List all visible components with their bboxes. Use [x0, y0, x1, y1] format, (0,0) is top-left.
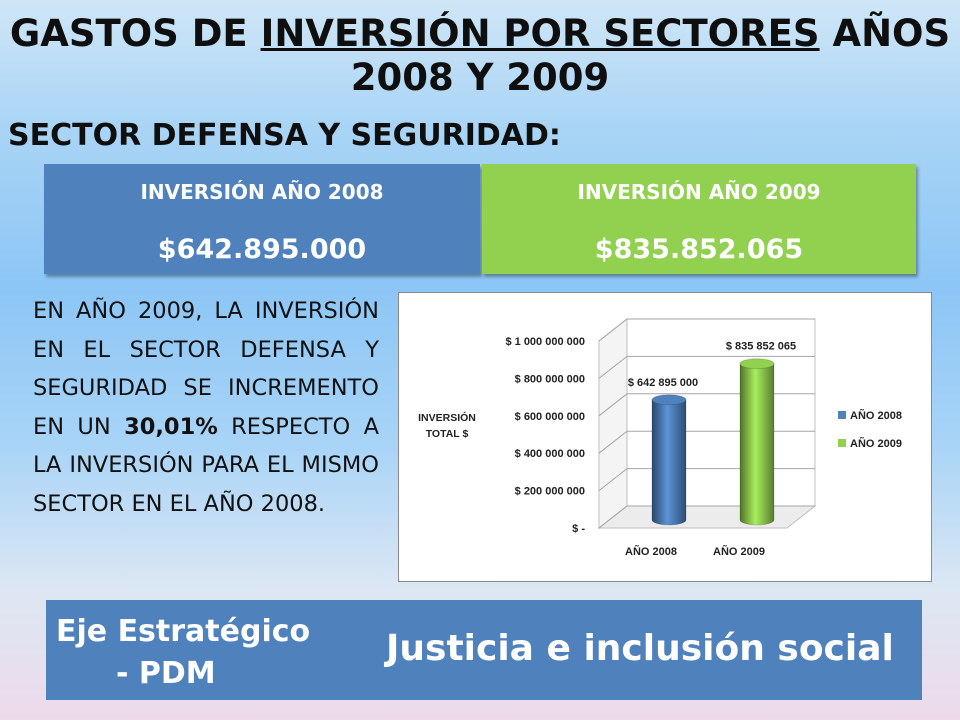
- investment-chart: $ - $ 200 000 000 $ 400 000 000 $ 600 000 0…: [418, 317, 902, 558]
- x-tick-label: AÑO 2009: [713, 545, 765, 558]
- y-tick-label: $ -: [572, 523, 585, 535]
- title-text-2: AÑOS: [819, 12, 951, 55]
- paragraph-text-2: RESPECTO A LA INVERSIÓN PARA EL MISMO SE…: [33, 413, 379, 517]
- paragraph-text-1: EN AÑO 2009, LA INVERSIÓN EN EL SECTOR D…: [33, 298, 379, 440]
- gridline: [598, 355, 815, 379]
- legend-swatch: [838, 411, 846, 419]
- data-label: $ 835 852 065: [726, 341, 796, 353]
- title-text-line2: 2008 Y 2009: [350, 56, 610, 99]
- section-subtitle: SECTOR DEFENSA Y SEGURIDAD:: [8, 118, 561, 153]
- page-title: GASTOS DE INVERSIÓN POR SECTORES AÑOS 20…: [0, 12, 960, 100]
- y-tick-label: $ 800 000 000: [515, 373, 585, 385]
- eje-label-line2: - PDM: [116, 656, 216, 691]
- chart-floor: [597, 505, 817, 529]
- title-text-underlined: INVERSIÓN POR SECTORES: [260, 12, 820, 55]
- y-axis-label-line1: INVERSIÓN: [418, 411, 476, 424]
- description-paragraph: EN AÑO 2009, LA INVERSIÓN EN EL SECTOR D…: [33, 292, 379, 523]
- bar-año-2008: [651, 399, 687, 526]
- investment-box-2009: INVERSIÓN AÑO 2009 $835.852.065: [482, 164, 916, 274]
- investment-value-2009: $835.852.065: [594, 234, 804, 265]
- y-tick-label: $ 1 000 000 000: [505, 336, 585, 348]
- title-text-1: GASTOS DE: [9, 12, 261, 55]
- legend-swatch: [838, 439, 846, 447]
- investment-label-2008: INVERSIÓN AÑO 2008: [140, 180, 384, 204]
- y-tick-label: $ 400 000 000: [515, 448, 585, 460]
- legend-label: AÑO 2009: [850, 437, 902, 450]
- bar-top: [651, 394, 687, 406]
- eje-label-line1: Eje Estratégico: [56, 614, 311, 649]
- y-axis-label-line2: TOTAL $: [426, 428, 469, 440]
- y-tick-label: $ 200 000 000: [515, 486, 585, 498]
- eje-value: Justicia e inclusión social: [386, 628, 894, 669]
- strategic-axis-bar: Eje Estratégico - PDM Justicia e inclusi…: [46, 600, 922, 700]
- gridline: [598, 318, 815, 342]
- legend-label: AÑO 2008: [850, 409, 902, 422]
- data-label: $ 642 895 000: [628, 377, 698, 389]
- bar-año-2009: [739, 363, 775, 526]
- x-tick-label: AÑO 2008: [625, 545, 677, 558]
- investment-box-2008: INVERSIÓN AÑO 2008 $642.895.000: [44, 164, 480, 274]
- bar-top: [739, 358, 775, 370]
- paragraph-percentage: 30,01%: [124, 413, 218, 440]
- investment-value-2008: $642.895.000: [157, 234, 367, 265]
- y-tick-label: $ 600 000 000: [515, 411, 585, 423]
- chart-side-wall: [598, 317, 628, 530]
- chart-container: $ - $ 200 000 000 $ 400 000 000 $ 600 000 0…: [398, 292, 932, 582]
- investment-label-2009: INVERSIÓN AÑO 2009: [577, 180, 821, 204]
